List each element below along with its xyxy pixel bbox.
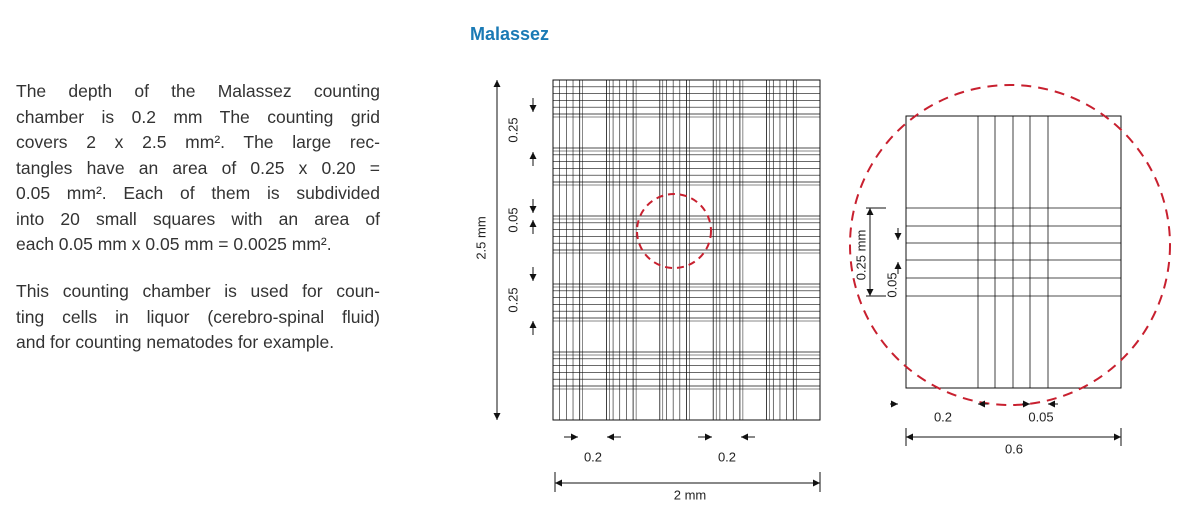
arrow [894,233,902,240]
arrow [529,321,537,328]
arrow [1114,433,1121,441]
arrow [529,206,537,213]
label: 0.25 mm [853,230,868,281]
label: 0.05 [1028,409,1053,424]
label: 0.25 [505,287,520,312]
text-line: The depth of the Malassez counting [16,81,380,101]
arrow [607,433,614,441]
text-line: ting cells in liquor (cerebro-spinal flu… [16,306,380,327]
paragraph: The depth of the Malassez counting chambe… [16,79,380,258]
title: Malassez [470,24,550,44]
label: 2.5 mm [473,216,488,259]
text-line: into 20 small squares with an area of [16,208,380,229]
arrow [529,105,537,112]
arrow [493,80,501,87]
zoom-circle [849,84,1171,406]
label: 0.2 [934,409,952,424]
text-line: each 0.05 mm x 0.05 mm = 0.0025 mm². [16,234,332,254]
arrow [571,433,578,441]
arrow [866,208,874,215]
label: 0.2 [584,449,602,464]
text-line: chamber is 0.2 mm The counting grid [16,106,380,127]
arrow [493,413,501,420]
text-line: and for counting nematodes for example. [16,332,335,352]
arrow [866,289,874,296]
arrow [894,262,902,269]
text-line: covers 2 x 2.5 mm². The large rec- [16,132,380,152]
arrow [529,152,537,159]
text-line: This counting chamber is used for coun- [16,281,380,301]
label: 2 mm [674,487,707,502]
arrow [1048,400,1055,408]
text-line: tangles have an area of 0.25 x 0.20 = [16,157,380,178]
arrow [813,479,820,487]
label: 0.05 [505,207,520,232]
detail-border [905,115,1122,389]
text-line: 0.05 mm². Each of them is subdivided [16,183,380,203]
arrow [978,400,985,408]
label: 0.2 [718,449,736,464]
arrow [1023,400,1030,408]
arrow [555,479,562,487]
arrow [741,433,748,441]
arrow [705,433,712,441]
zoom-circle [636,193,712,269]
label: 0.25 [505,117,520,142]
arrow [529,220,537,227]
arrow [906,433,913,441]
label: 0.05 [884,272,899,297]
label: 0.6 [1005,441,1023,456]
arrow [529,274,537,281]
paragraph: This counting chamber is used for coun-t… [16,279,380,356]
arrow [891,400,898,408]
